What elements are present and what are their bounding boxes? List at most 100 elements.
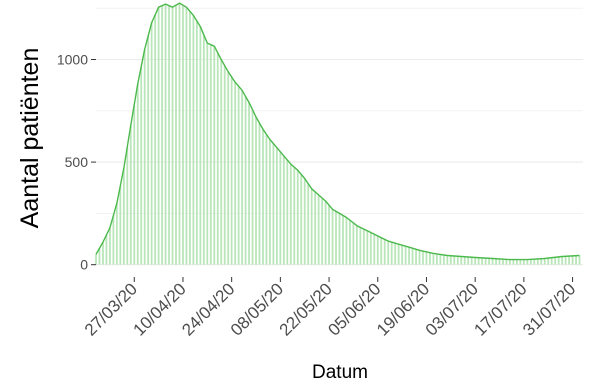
data-bar — [502, 259, 504, 265]
data-bar — [272, 143, 275, 265]
x-tick-label: 03/07/20 — [422, 279, 482, 339]
data-bar — [470, 257, 473, 265]
data-bar — [269, 139, 271, 265]
data-bar — [182, 5, 184, 265]
data-bar — [115, 203, 118, 265]
data-bar — [335, 211, 337, 265]
data-bar — [140, 66, 143, 265]
data-bar — [561, 256, 564, 265]
data-bar — [227, 71, 230, 265]
data-bar — [321, 198, 324, 265]
data-bar — [509, 259, 511, 265]
data-bar — [453, 255, 456, 265]
data-bar — [380, 237, 383, 265]
data-bar — [237, 86, 240, 265]
data-bar — [394, 243, 397, 265]
data-bar — [383, 239, 386, 265]
data-bar — [230, 76, 233, 265]
data-bar — [279, 151, 282, 265]
data-bar — [102, 242, 104, 265]
data-bar — [571, 255, 574, 265]
data-bar — [314, 191, 317, 265]
x-tick-label: 19/06/20 — [373, 279, 433, 339]
data-bar — [557, 256, 560, 265]
data-bar — [564, 256, 567, 265]
data-bar — [460, 256, 463, 265]
data-bar — [154, 14, 157, 265]
data-bar — [192, 15, 195, 265]
x-tick-label: 17/07/20 — [470, 279, 530, 339]
data-bar — [119, 185, 122, 265]
data-bar — [568, 256, 570, 265]
data-bar — [220, 59, 223, 265]
data-bar — [547, 258, 550, 265]
data-bar — [300, 174, 303, 265]
data-bar — [168, 5, 170, 265]
x-tick-label: 31/07/20 — [519, 279, 579, 339]
data-bar — [540, 258, 543, 265]
line-layer — [95, 2, 580, 261]
data-bar — [495, 258, 497, 265]
x-tick-label: 27/03/20 — [81, 279, 141, 339]
data-bar — [463, 256, 466, 265]
data-bar — [251, 109, 254, 265]
data-bar — [157, 7, 160, 265]
y-tick-label: 0 — [80, 257, 88, 273]
data-bar — [519, 259, 522, 265]
data-bar — [331, 209, 334, 265]
data-bar — [373, 234, 376, 265]
data-bar — [98, 248, 101, 265]
data-bar — [209, 44, 212, 265]
series-line — [95, 2, 580, 261]
data-bar — [296, 170, 299, 265]
data-bar — [178, 3, 181, 265]
data-bar — [136, 84, 139, 265]
data-bar — [185, 7, 188, 265]
data-bar — [408, 247, 410, 265]
x-tick-label: 05/06/20 — [324, 279, 384, 339]
data-bar — [352, 222, 355, 265]
data-bar — [171, 7, 174, 265]
data-bar — [248, 102, 250, 265]
data-bar — [303, 178, 306, 265]
data-bar — [122, 168, 125, 265]
data-bar — [415, 249, 417, 265]
data-bar — [575, 255, 577, 265]
data-bar — [216, 52, 219, 265]
data-bar — [446, 255, 449, 265]
data-bar — [512, 259, 515, 265]
data-bar — [129, 125, 132, 265]
data-bar — [317, 194, 320, 265]
data-bar — [244, 96, 247, 265]
x-tick-label: 08/05/20 — [227, 279, 287, 339]
data-bar — [289, 164, 292, 265]
data-bar — [328, 205, 330, 265]
data-bar — [199, 26, 202, 265]
data-bar — [255, 116, 257, 265]
data-bar — [234, 82, 237, 265]
data-bar — [422, 251, 424, 265]
data-bar — [390, 242, 393, 265]
data-bar — [505, 259, 508, 265]
data-bar — [522, 259, 525, 265]
data-bar — [491, 258, 494, 265]
data-bar — [418, 250, 421, 265]
x-tick-label: 24/04/20 — [178, 279, 238, 339]
data-bar — [474, 257, 477, 265]
data-bar — [195, 21, 198, 265]
data-bar — [293, 167, 296, 265]
data-bar — [147, 35, 150, 265]
data-bar — [376, 235, 379, 265]
data-bar — [342, 215, 344, 265]
data-bar — [362, 229, 365, 265]
data-bar — [262, 129, 264, 265]
grid-layer — [96, 7, 583, 266]
data-bar — [397, 244, 400, 265]
data-bar — [143, 49, 146, 265]
data-bar — [175, 5, 177, 265]
data-bar — [189, 11, 191, 265]
data-bar — [133, 104, 136, 265]
data-bar — [286, 160, 289, 265]
data-bar — [265, 134, 268, 265]
